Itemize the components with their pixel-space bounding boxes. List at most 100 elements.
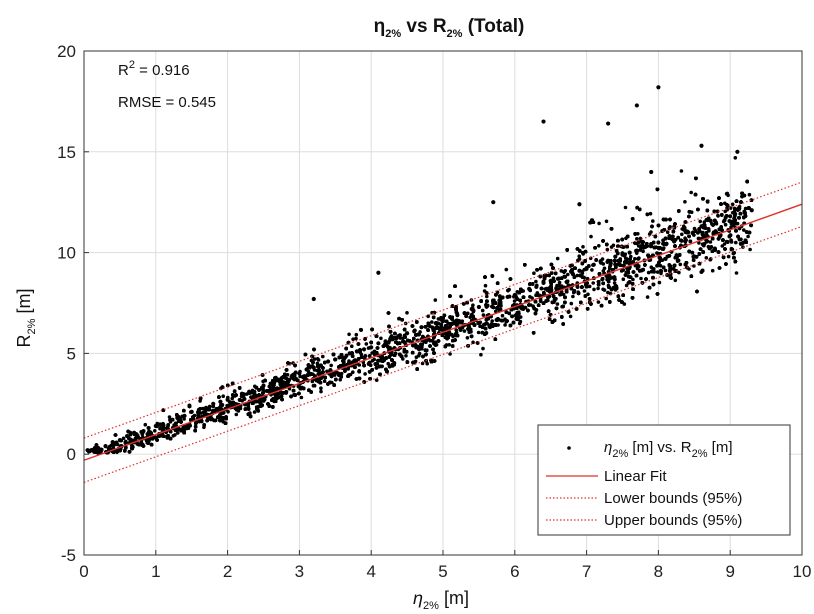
scatter-cloud-point — [645, 295, 650, 299]
scatter-cloud-point — [609, 245, 614, 249]
scatter-cloud-point — [706, 244, 711, 249]
scatter-cloud-point — [605, 247, 610, 252]
scatter-cloud-point — [238, 406, 243, 411]
scatter-cloud-point — [230, 396, 234, 401]
scatter-cloud-point — [221, 394, 225, 399]
scatter-cloud-point — [481, 313, 486, 317]
scatter-cloud-point — [612, 281, 617, 285]
scatter-cloud-point — [697, 236, 702, 241]
scatter-cloud-point — [729, 225, 733, 230]
scatter-cloud-point — [726, 254, 731, 259]
scatter-cloud-point — [588, 256, 593, 261]
scatter-cloud-point — [405, 311, 409, 315]
scatter-cloud-point — [363, 372, 367, 376]
scatter-cloud-point — [673, 278, 678, 283]
scatter-cloud-point — [299, 395, 304, 400]
scatter-cloud-point — [483, 283, 488, 288]
scatter-cloud-point — [500, 313, 505, 318]
scatter-cloud-point — [635, 237, 639, 241]
scatter-cloud-point — [710, 268, 715, 273]
scatter-cloud-point — [631, 277, 635, 282]
scatter-cloud-point — [182, 417, 186, 421]
scatter-cloud-point — [503, 323, 507, 327]
scatter-cloud-point — [354, 332, 359, 337]
scatter-cloud-point — [532, 271, 536, 276]
scatter-cloud-point — [623, 205, 628, 210]
scatter-cloud-point — [285, 373, 290, 377]
scatter-cloud-point — [319, 389, 323, 394]
scatter-cloud-point — [704, 230, 709, 235]
scatter-cloud-point — [234, 412, 239, 417]
scatter-cloud-point — [596, 286, 600, 291]
scatter-cloud-point — [604, 219, 609, 224]
scatter-cloud-point — [329, 363, 334, 368]
scatter-cloud-point — [466, 311, 470, 316]
scatter-cloud-point — [638, 236, 643, 241]
scatter-cloud-point — [665, 230, 670, 234]
scatter-cloud-point — [201, 406, 205, 411]
scatter-cloud-point — [493, 309, 498, 314]
scatter-cloud-point — [471, 340, 475, 345]
scatter-cloud-point — [677, 270, 681, 275]
scatter-cloud-point — [351, 337, 355, 342]
scatter-cloud-point — [404, 354, 408, 358]
scatter-cloud-point — [639, 276, 643, 281]
scatter-cloud-point — [557, 280, 562, 285]
scatter-cloud-point — [733, 156, 738, 160]
scatter-cloud-point — [581, 245, 585, 249]
scatter-cloud-point — [426, 314, 431, 319]
scatter-cloud-point — [742, 228, 746, 232]
scatter-cloud-point — [476, 330, 481, 335]
scatter-cloud-point — [433, 298, 438, 302]
scatter-cloud-point — [683, 236, 687, 240]
scatter-cloud-point — [571, 294, 575, 299]
scatter-cloud-point — [723, 222, 728, 227]
scatter-cloud-point — [678, 262, 683, 267]
scatter-cloud-point — [722, 242, 727, 246]
scatter-cloud-point — [680, 232, 684, 237]
scatter-cloud-point — [480, 308, 485, 313]
scatter-cloud-point — [569, 301, 574, 306]
scatter-cloud-point — [589, 234, 593, 239]
scatter-cloud-point — [649, 230, 653, 234]
scatter-cloud-point — [447, 343, 452, 347]
scatter-cloud-point — [577, 254, 581, 258]
scatter-cloud-point — [386, 361, 391, 366]
scatter-cloud-point — [481, 346, 485, 351]
scatter-cloud-point — [364, 342, 369, 346]
scatter-cloud-point — [689, 190, 693, 195]
scatter-cloud-point — [566, 272, 570, 277]
scatter-cloud-point — [420, 361, 425, 366]
scatter-cloud-point — [504, 267, 509, 272]
scatter-cloud-point — [655, 270, 660, 274]
scatter-cloud-point — [748, 247, 752, 252]
scatter-cloud-point — [465, 336, 470, 340]
scatter-cloud-point — [731, 210, 735, 215]
scatter-cloud-point — [621, 277, 626, 282]
scatter-cloud-point — [153, 429, 157, 433]
scatter-cloud-point — [252, 410, 257, 414]
scatter-cloud-point — [339, 371, 344, 376]
scatter-cloud-point — [347, 332, 351, 337]
scatter-cloud-point — [698, 219, 702, 224]
scatter-cloud-point — [585, 276, 590, 281]
scatter-cloud-point — [454, 330, 459, 335]
scatter-cloud — [87, 156, 754, 455]
scatter-cloud-point — [586, 292, 590, 297]
scatter-cloud-point — [322, 379, 327, 384]
scatter-cloud-point — [551, 276, 556, 281]
scatter-cloud-point — [582, 289, 587, 293]
scatter-cloud-point — [171, 434, 176, 438]
scatter-cloud-point — [561, 292, 566, 297]
scatter-cloud-point — [534, 279, 538, 284]
scatter-cloud-point — [530, 296, 534, 300]
scatter-cloud-point — [226, 409, 230, 414]
scatter-cloud-point — [726, 193, 730, 198]
scatter-cloud-point — [430, 320, 434, 324]
scatter-cloud-point — [651, 219, 655, 223]
scatter-cloud-point — [490, 319, 495, 323]
scatter-cloud-point — [641, 249, 645, 254]
scatter-cloud-point — [374, 378, 379, 383]
scatter-cloud-point — [633, 257, 637, 261]
